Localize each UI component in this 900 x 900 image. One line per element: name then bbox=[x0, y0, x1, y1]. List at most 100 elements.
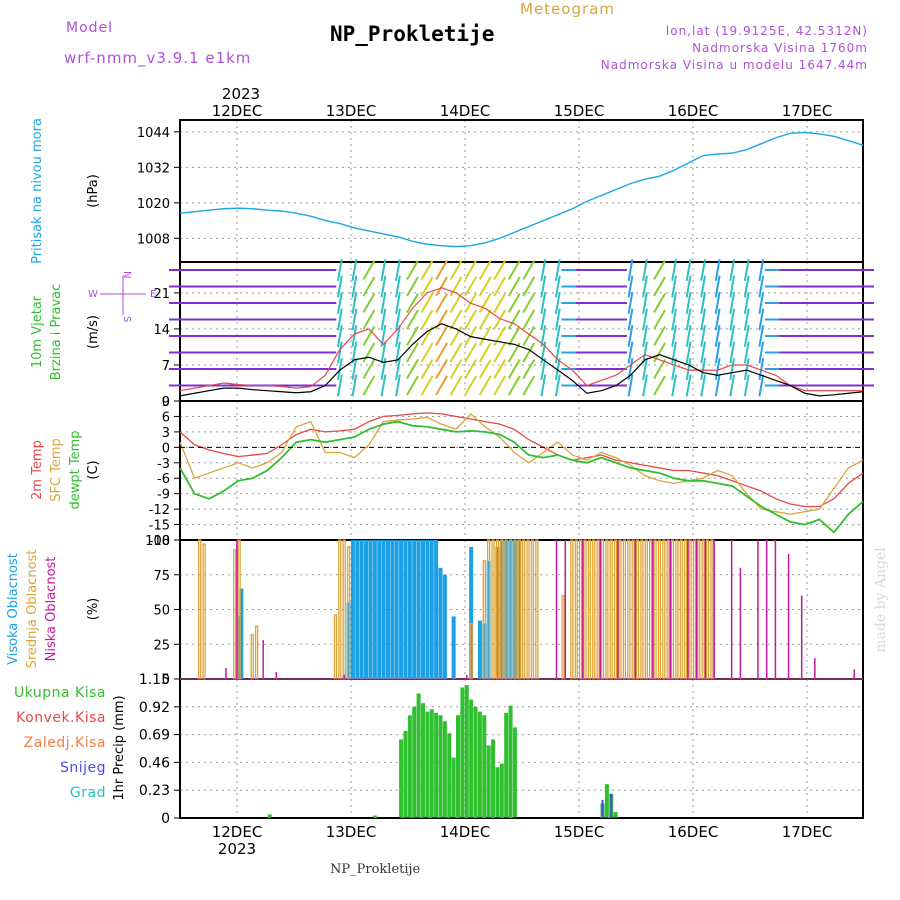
high-cloud-bar bbox=[346, 602, 351, 679]
model-label: Model bbox=[66, 20, 114, 36]
wind-barb bbox=[554, 291, 561, 315]
wind-barb bbox=[406, 276, 419, 297]
dewpt-axis-title: dewpt Temp bbox=[68, 430, 83, 509]
bottom-x-tick-label: 17DEC bbox=[782, 823, 833, 841]
total-precip-bar bbox=[499, 763, 504, 818]
y-tick-label: -6 bbox=[157, 472, 170, 487]
wind-barb bbox=[478, 375, 492, 396]
wind-barb bbox=[435, 325, 448, 347]
wind-barb bbox=[642, 291, 648, 315]
wind-barb bbox=[362, 375, 376, 396]
wind-barb bbox=[464, 375, 478, 396]
low-cloud-bar bbox=[814, 658, 816, 679]
wind-barb bbox=[336, 324, 343, 348]
direction-east: E bbox=[150, 289, 156, 300]
high-cloud-bar bbox=[239, 588, 244, 679]
wind-barb bbox=[653, 292, 666, 314]
wind-barb bbox=[700, 291, 707, 315]
mid-cloud-bar bbox=[679, 539, 683, 680]
wind-barb bbox=[700, 341, 707, 364]
y-tick-label: -3 bbox=[157, 457, 170, 472]
wind-barb bbox=[554, 308, 561, 331]
y-tick-label: 7 bbox=[162, 359, 170, 374]
wind-axis-title-1: 10m Vjetar bbox=[30, 295, 45, 368]
temp-dewpt-line bbox=[179, 420, 864, 534]
total-precip-bar bbox=[403, 730, 408, 818]
wind-barb bbox=[464, 309, 478, 330]
mid-cloud-bar bbox=[662, 539, 666, 680]
total-precip-bar bbox=[447, 733, 452, 818]
wind-barb bbox=[493, 358, 507, 380]
wind-barb bbox=[406, 325, 419, 347]
mid-cloud-bar bbox=[649, 539, 653, 680]
precip-legend-1: Konvek.Kisa bbox=[16, 710, 106, 726]
wind-barb bbox=[522, 309, 536, 330]
wind-barb bbox=[714, 275, 721, 298]
high-cloud-bar bbox=[495, 546, 500, 679]
wind-barb bbox=[627, 308, 634, 331]
mid-cloud-bar bbox=[705, 539, 710, 680]
wind-barb bbox=[627, 291, 634, 315]
temp-axis-title: 2m Temp bbox=[30, 440, 45, 500]
wind-barb bbox=[351, 341, 358, 364]
wind-barb bbox=[522, 259, 536, 281]
low-cloud-bar bbox=[555, 540, 558, 679]
high-cloud-bar bbox=[237, 616, 242, 679]
wind-barb bbox=[435, 375, 448, 396]
wind-barb bbox=[743, 324, 750, 348]
pressure-line bbox=[179, 131, 864, 248]
y-tick-label: 9 bbox=[162, 395, 170, 410]
temp-sfc-line bbox=[179, 412, 864, 515]
wind-barb bbox=[420, 375, 434, 396]
total-precip-bar bbox=[429, 709, 434, 818]
wind-barb bbox=[729, 308, 736, 331]
y-tick-label: 1008 bbox=[137, 232, 170, 247]
wind-barb bbox=[642, 258, 648, 282]
mid-cloud-bar bbox=[596, 539, 600, 680]
wind-barb bbox=[642, 275, 648, 298]
wind-barb bbox=[685, 258, 692, 282]
y-tick-label: -12 bbox=[149, 503, 170, 518]
total-precip-bar bbox=[416, 693, 421, 818]
mid-cloud-bar bbox=[631, 539, 635, 680]
wind-barb bbox=[642, 374, 648, 397]
top-x-tick-label: 12DEC bbox=[212, 102, 263, 120]
y-tick-label: 75 bbox=[153, 569, 170, 584]
wind-barb bbox=[554, 275, 561, 298]
temp-unit: (C) bbox=[86, 460, 101, 479]
wind-barb bbox=[714, 291, 721, 315]
wind-barb bbox=[380, 291, 387, 315]
wind-barb bbox=[729, 275, 736, 298]
wind-barb bbox=[336, 357, 343, 381]
high-cloud-bar bbox=[390, 540, 395, 679]
wind-barb bbox=[685, 341, 692, 364]
mid-cloud-bar bbox=[644, 539, 648, 680]
wind-barb bbox=[420, 342, 434, 363]
wind-barb bbox=[395, 291, 401, 315]
wind-barb bbox=[507, 358, 521, 380]
wind-barb bbox=[336, 258, 343, 282]
low-cloud-bar bbox=[275, 672, 278, 679]
wind-barb bbox=[507, 309, 521, 330]
wind-barb bbox=[351, 357, 358, 381]
total-precip-bar bbox=[508, 705, 513, 818]
total-precip-bar bbox=[456, 715, 461, 818]
wind-barb bbox=[395, 275, 401, 298]
wind-barb bbox=[362, 259, 376, 281]
mid-cloud-bar bbox=[338, 539, 342, 680]
wind-barb bbox=[642, 324, 648, 348]
wind-barb bbox=[758, 357, 765, 381]
y-tick-label: 0 bbox=[162, 673, 170, 688]
wind-barb bbox=[380, 308, 387, 331]
wind-barb bbox=[351, 324, 358, 348]
wind-barb bbox=[464, 342, 478, 363]
wind-barb bbox=[700, 374, 707, 397]
wind-barb bbox=[420, 358, 434, 380]
wind-barb bbox=[380, 341, 387, 364]
total-precip-bar bbox=[464, 685, 469, 818]
wind-barb bbox=[627, 374, 634, 397]
wind-barb bbox=[714, 357, 721, 381]
y-tick-label: 0.69 bbox=[139, 728, 170, 744]
bottom-x-tick-label: 15DEC bbox=[554, 823, 605, 841]
wind-barb bbox=[671, 374, 677, 397]
